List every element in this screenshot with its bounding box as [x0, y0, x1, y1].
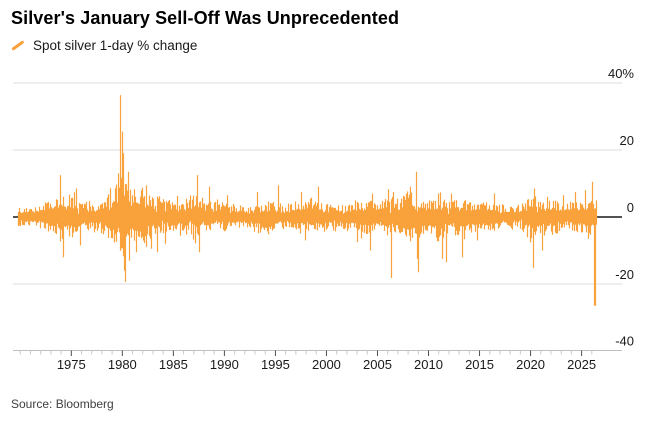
y-tick-label: -20: [615, 267, 634, 282]
x-tick-label: 1990: [210, 357, 239, 372]
legend: Spot silver 1-day % change: [11, 39, 197, 53]
source-attribution: Source: Bloomberg: [11, 397, 114, 411]
legend-label: Spot silver 1-day % change: [33, 38, 198, 53]
series-envelope: [17, 95, 598, 306]
chart-title: Silver's January Sell-Off Was Unpreceden…: [11, 8, 400, 28]
x-tick-label: 2020: [516, 357, 545, 372]
y-tick-label: 40%: [608, 66, 634, 81]
x-tick-label: 2015: [465, 357, 494, 372]
x-tick-label: 1985: [159, 357, 188, 372]
x-tick-label: 1975: [57, 357, 86, 372]
x-tick-label: 2005: [363, 357, 392, 372]
y-tick-label: -40: [615, 334, 634, 349]
x-tick-label: 2000: [312, 357, 341, 372]
y-tick-label: 0: [627, 200, 634, 215]
x-tick-label: 1995: [261, 357, 290, 372]
x-tick-label: 2010: [414, 357, 443, 372]
x-tick-label: 1980: [108, 357, 137, 372]
y-tick-label: 20: [620, 133, 634, 148]
x-tick-label: 2025: [567, 357, 596, 372]
